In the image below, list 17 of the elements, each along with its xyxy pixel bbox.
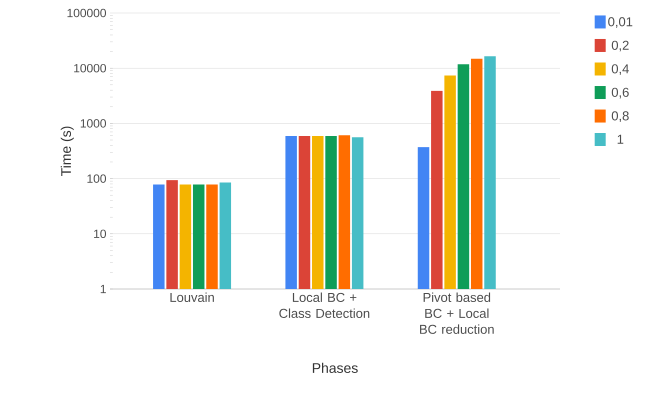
legend-label: 0,6 xyxy=(612,88,629,98)
y-tick-label: 1 xyxy=(100,284,106,294)
y-tick-label: 100 xyxy=(87,174,106,183)
y-tick-label: 1000 xyxy=(80,119,106,128)
legend-label: 1 xyxy=(618,134,624,144)
x-axis-title: Phases xyxy=(312,362,358,373)
legend-label: 0,8 xyxy=(612,111,629,122)
legend-label: 0,01 xyxy=(608,17,632,28)
y-tick-label: 10 xyxy=(94,230,106,238)
y-axis-title: Time (s) xyxy=(60,126,74,176)
x-tick-label: Louvain xyxy=(170,292,214,302)
x-tick-label: Pivot based BC + Local BC reduction xyxy=(420,292,494,334)
x-tick-label: Local BC + Class Detection xyxy=(279,292,370,318)
y-tick-label: 10000 xyxy=(74,64,106,72)
y-tick-label: 100000 xyxy=(67,8,106,18)
legend-label: 0,4 xyxy=(612,64,629,75)
legend-label: 0,2 xyxy=(612,40,629,52)
